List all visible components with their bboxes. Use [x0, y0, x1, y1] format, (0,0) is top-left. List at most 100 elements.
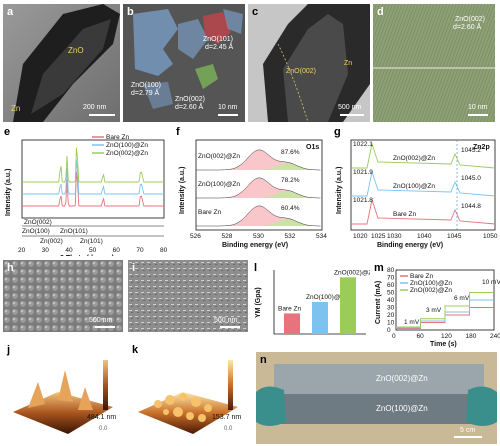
panel-c-image — [248, 4, 370, 122]
panel-label-l: l — [254, 262, 258, 274]
panel-h-image — [3, 260, 123, 332]
xrd-series-line — [22, 159, 164, 195]
bar-label: Bare Zn — [278, 305, 302, 312]
panel-n-image — [256, 352, 497, 444]
y-tick-label: 10 — [387, 320, 395, 327]
ref-label: Zn(101) — [80, 238, 103, 245]
plot-frame — [21, 139, 165, 219]
step-label: 6 mV — [454, 295, 470, 302]
sample-top-label: ZnO(002)@Zn — [376, 374, 428, 383]
step-label: 3 mV — [426, 307, 442, 314]
zno100-label: ZnO(100) — [131, 82, 161, 89]
bar-label: ZnO(100)@Zn — [306, 294, 348, 301]
zn2p-spectrum — [351, 170, 496, 197]
scale-text: 5 cm — [460, 427, 476, 434]
x-tick-label: 60 — [417, 333, 425, 340]
panel-label-g: g — [334, 126, 341, 138]
peak1-label: 1021.8 — [353, 197, 373, 204]
row-label: ZnO(100)@Zn — [198, 181, 240, 188]
x-tick-label: 1050 — [483, 233, 498, 240]
x-tick-label: 1025 — [371, 233, 386, 240]
x-tick-label: 20 — [18, 247, 26, 254]
legend-entry: ZnO(002)@Zn — [410, 287, 452, 294]
zno002-d: d=2.60 Å — [453, 24, 482, 31]
x-tick-label: 1040 — [417, 233, 432, 240]
panel-j-afm: j 484.1 nm 0.0 — [3, 342, 123, 444]
scale-text: 500 nm — [89, 317, 113, 324]
afm-low: 0.0 — [224, 426, 233, 432]
panel-label-n: n — [260, 354, 267, 366]
plot-frame — [195, 139, 323, 231]
panel-k-afm: k 153.7 nm 0.0 — [128, 342, 248, 444]
zn2p-spectrum — [351, 198, 496, 225]
ref-label: Zn(002) — [40, 238, 63, 245]
scale-bar — [95, 326, 115, 328]
panel-label-b: b — [127, 6, 134, 18]
scale-text: 10 nm — [468, 104, 488, 111]
percent-label: 78.2% — [281, 177, 300, 184]
step-label: 1 mV — [404, 319, 420, 326]
legend-entry: ZnO(100)@Zn — [410, 280, 452, 287]
row-label: ZnO(002)@Zn — [198, 153, 240, 160]
peak2-label: 1044.8 — [461, 203, 481, 210]
x-axis-label: Time (s) — [430, 341, 457, 348]
o1s-defect-area — [196, 163, 322, 170]
legend-entry: ZnO(002)@Zn — [106, 150, 148, 157]
zno002-label: ZnO(002) — [455, 16, 485, 23]
ref-label: ZnO(002) — [24, 219, 52, 226]
zno100-d: d=2.79 Å — [131, 90, 160, 97]
y-tick-label: 70 — [387, 275, 395, 282]
panel-label-h: h — [7, 262, 14, 274]
bar — [312, 302, 328, 334]
panel-a-tem: a ZnO Zn 200 nm — [3, 4, 120, 122]
panel-label-f: f — [176, 126, 180, 138]
x-tick-label: 0 — [392, 333, 396, 340]
y-tick-label: 30 — [387, 305, 395, 312]
scale-text: 500 nm — [214, 317, 238, 324]
chart-title: O1s — [306, 144, 319, 151]
row-label: Bare Zn — [393, 211, 417, 218]
x-axis-label: 2 Theta (degree) — [60, 255, 114, 256]
x-tick-label: 240 — [490, 333, 500, 340]
x-tick-label: 180 — [466, 333, 477, 340]
percent-label: 60.4% — [281, 205, 300, 212]
zn-label: Zn — [11, 104, 21, 113]
panel-label-m: m — [374, 262, 384, 274]
x-tick-label: 1030 — [387, 233, 402, 240]
percent-label: 87.6% — [281, 149, 300, 156]
x-tick-label: 1020 — [353, 233, 368, 240]
x-tick-label: 70 — [136, 247, 144, 254]
x-tick-label: 80 — [160, 247, 168, 254]
panel-h-sem: h 500 nm — [3, 260, 123, 332]
zno002-label: ZnO(002) — [175, 96, 205, 103]
panel-k-image — [138, 360, 238, 434]
y-axis-label: Intensity (a.u.) — [179, 167, 186, 214]
legend-entry: Bare Zn — [106, 134, 130, 141]
xrd-series-line — [22, 171, 164, 207]
panel-label-d: d — [377, 6, 384, 18]
plot-frame — [350, 139, 496, 231]
o1s-defect-area — [196, 219, 322, 226]
x-tick-label: 60 — [113, 247, 121, 254]
row-label: ZnO(100)@Zn — [393, 183, 435, 190]
x-tick-label: 534 — [316, 233, 327, 240]
panel-j-image — [13, 360, 113, 434]
x-tick-label: 40 — [65, 247, 73, 254]
x-tick-label: 526 — [190, 233, 201, 240]
chart-title: Zn2p — [473, 144, 490, 151]
panel-i-image — [128, 260, 248, 332]
bar-label: ZnO(002)@Zn — [334, 269, 370, 276]
o1s-envelope — [196, 177, 321, 199]
chart-f: O1s ZnO(002)@Zn 87.6% ZnO(100)@Zn 78.2% Bare … — [179, 139, 327, 249]
y-tick-label: 0 — [387, 327, 391, 334]
zn2p-spectrum — [351, 142, 496, 169]
legend-entry: ZnO(100)@Zn — [106, 142, 148, 149]
bar — [340, 277, 356, 334]
panel-d-hrtem: d ZnO(002) d=2.60 Å 10 nm — [373, 4, 495, 122]
o1s-envelope — [196, 149, 321, 171]
afm-height: 484.1 nm — [87, 414, 117, 421]
zno-label: ZnO — [68, 46, 84, 55]
scale-bar — [468, 114, 488, 116]
